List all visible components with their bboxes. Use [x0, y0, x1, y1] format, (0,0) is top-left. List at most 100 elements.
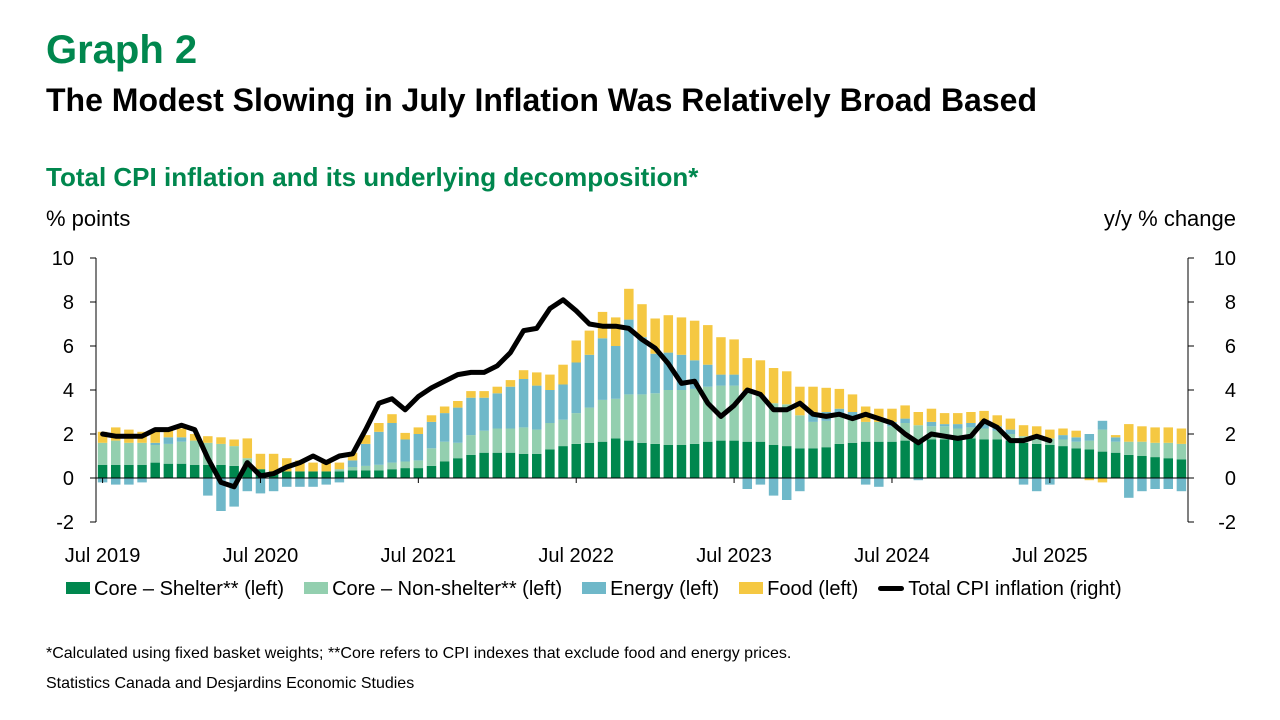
bar-energy: [439, 413, 450, 442]
bar-food: [939, 413, 950, 425]
bar-non-shelter: [571, 413, 581, 444]
bar-shelter: [124, 464, 134, 478]
bar-energy: [282, 478, 292, 487]
bar-energy: [913, 478, 924, 481]
bar-non-shelter: [624, 394, 634, 441]
bar-energy: [650, 353, 660, 394]
bar-shelter: [295, 471, 305, 478]
bar-food: [505, 380, 516, 387]
bar-shelter: [676, 445, 687, 478]
bar-non-shelter: [689, 388, 700, 444]
bar-food: [189, 434, 200, 441]
bar-shelter: [1110, 452, 1121, 478]
bar-shelter: [663, 445, 674, 478]
bar-shelter: [887, 441, 897, 478]
bar-non-shelter: [1110, 441, 1121, 453]
bar-energy: [597, 338, 608, 400]
bar-non-shelter: [939, 426, 950, 440]
bar-shelter: [597, 441, 608, 478]
bar-food: [689, 320, 700, 361]
bar-energy: [124, 478, 134, 485]
bar-non-shelter: [137, 442, 147, 465]
bar-energy: [268, 478, 279, 492]
bar-shelter: [795, 448, 805, 478]
chart-legend: Core – Shelter** (left) Core – Non-shelte…: [66, 578, 1142, 601]
right-tick-label: 0: [1225, 468, 1236, 490]
bar-food: [768, 368, 779, 404]
bar-non-shelter: [1084, 440, 1095, 450]
right-tick-label: -2: [1218, 512, 1236, 534]
bar-energy: [216, 478, 226, 511]
bar-food: [610, 317, 621, 346]
bar-non-shelter: [663, 390, 674, 445]
bar-energy: [781, 478, 792, 500]
right-tick-label: 2: [1225, 424, 1236, 446]
bar-energy: [1071, 437, 1081, 442]
bar-shelter: [834, 443, 845, 478]
bar-energy: [150, 442, 160, 445]
bar-shelter: [689, 443, 700, 478]
x-tick-label: Jul 2025: [1012, 545, 1088, 567]
bar-food: [229, 439, 239, 447]
bar-energy: [453, 407, 463, 443]
bar-energy: [1150, 478, 1160, 489]
left-tick-label: 0: [63, 468, 74, 490]
bar-shelter: [163, 463, 174, 478]
bar-non-shelter: [479, 430, 489, 453]
bar-shelter: [953, 439, 963, 478]
bar-energy: [979, 421, 989, 429]
bar-food: [716, 337, 726, 375]
bar-energy: [295, 478, 305, 487]
bar-shelter: [992, 439, 1002, 478]
bar-non-shelter: [584, 407, 595, 443]
bar-energy: [374, 431, 384, 465]
bar-shelter: [610, 438, 621, 478]
bar-food: [847, 394, 858, 412]
bar-shelter: [729, 440, 739, 478]
bar-energy: [1097, 420, 1108, 430]
bar-shelter: [216, 464, 226, 478]
bar-food: [703, 325, 713, 365]
bar-shelter: [755, 441, 766, 478]
bar-food: [466, 391, 476, 398]
bar-energy: [703, 364, 713, 387]
bar-food: [334, 462, 345, 470]
bar-non-shelter: [347, 467, 358, 471]
bar-energy: [360, 443, 371, 466]
bar-shelter: [1124, 454, 1134, 478]
bar-shelter: [1176, 459, 1187, 478]
bar-shelter: [242, 467, 253, 478]
bar-shelter: [1150, 457, 1160, 478]
bar-shelter: [189, 464, 200, 478]
bar-non-shelter: [768, 403, 779, 445]
bar-energy: [808, 413, 818, 422]
bar-shelter: [926, 439, 937, 478]
bar-food: [453, 401, 463, 408]
bar-food: [966, 412, 976, 423]
legend-item: Core – Non-shelter** (left): [304, 578, 562, 601]
bar-food: [663, 315, 674, 353]
bar-energy: [1176, 478, 1187, 492]
bar-shelter: [860, 441, 871, 478]
bar-food: [571, 340, 581, 363]
bar-shelter: [518, 453, 529, 478]
bar-energy: [321, 478, 331, 485]
bar-shelter: [321, 471, 331, 478]
bar-non-shelter: [466, 435, 476, 455]
bar-shelter: [137, 464, 147, 478]
bar-food: [874, 408, 884, 422]
bar-shelter: [360, 470, 371, 478]
bar-shelter: [584, 442, 595, 478]
bar-food: [176, 428, 187, 438]
bar-food: [755, 360, 766, 396]
bar-non-shelter: [518, 427, 529, 454]
bar-non-shelter: [703, 386, 713, 442]
bar-food: [742, 358, 752, 392]
bar-non-shelter: [1137, 441, 1147, 456]
bar-non-shelter: [97, 442, 108, 465]
right-tick-label: 6: [1225, 336, 1236, 358]
bar-non-shelter: [163, 443, 174, 464]
bar-shelter: [479, 452, 489, 478]
legend-item: Food (left): [739, 578, 858, 601]
